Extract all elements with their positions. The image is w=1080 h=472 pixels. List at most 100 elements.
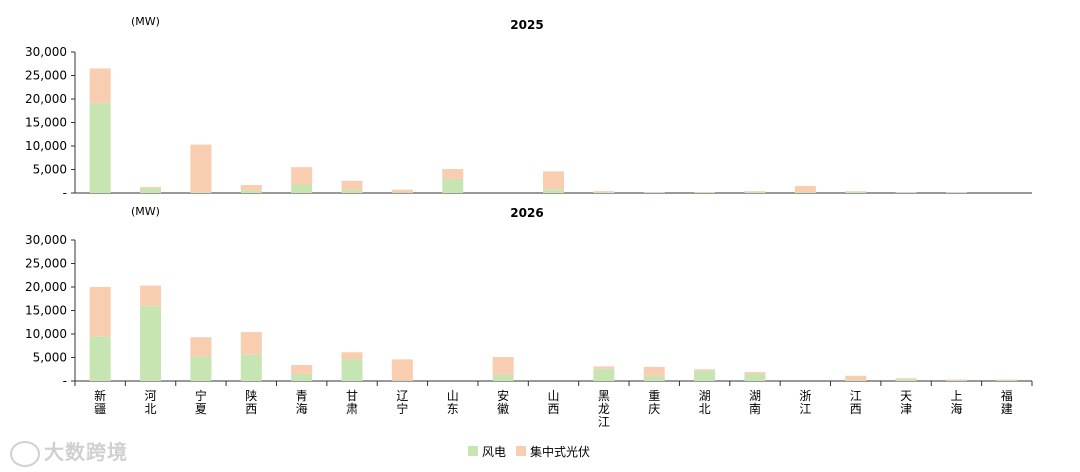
watermark: 大数跨境 [10,436,128,467]
x-tick-label: 浙江 [799,389,811,416]
bar-solar-7 [442,169,464,179]
chart-title: 2025 [510,18,543,32]
y-tick-label: 25,000 [25,69,67,83]
y-tick-label: 20,000 [25,92,67,106]
x-tick-label: 安徽 [497,388,509,416]
bar-wind-0 [89,336,111,381]
bar-wind-3 [240,354,262,381]
bar-wind-5 [341,189,363,193]
bar-solar-8 [492,357,514,375]
bar-wind-7 [442,178,464,193]
bar-wind-4 [291,184,313,193]
x-tick-label: 青海 [296,389,308,416]
bar-solar-10 [593,191,615,193]
bar-solar-4 [291,167,313,185]
y-tick-label: 25,000 [25,257,67,271]
bar-solar-16 [895,378,917,380]
chart-panel-2025: 2025 (MW) - 5,000 10,000 15,000 20,000 25,000 30… [25,15,1032,200]
bar-wind-9 [543,189,564,193]
bar-wind-16 [895,379,917,381]
bar-solar-14 [794,185,816,193]
bar-solar-15 [845,375,867,381]
bar-wind-13 [744,191,766,193]
bar-wind-8 [492,374,514,381]
y-tick-label: 10,000 [25,139,67,153]
legend-label-solar: 集中式光伏 [530,444,590,459]
bar-wind-10 [593,368,615,381]
bar-wind-2 [190,356,212,381]
bar-solar-18 [996,379,1018,381]
x-tick-label: 重庆 [648,389,660,416]
y-tick-label: 15,000 [25,116,67,130]
legend-swatch-solar [516,446,526,456]
x-tick-label: 山东 [447,389,459,416]
x-tick-label: 新疆 [94,388,106,416]
y-tick-label: 15,000 [25,304,67,318]
bar-solar-17 [945,379,967,381]
x-tick-label: 上海 [950,389,962,416]
bar-solar-1 [140,186,162,188]
bar-solar-1 [140,285,162,306]
bar-solar-5 [341,180,363,190]
bar-wind-3 [240,190,262,193]
bar-wind-1 [140,305,162,381]
y-tick-label: 30,000 [25,233,67,247]
x-tick-label: 江西 [850,389,862,416]
x-tick-label: 河北 [145,389,157,416]
x-tick-label: 天津 [900,389,912,416]
bar-solar-13 [744,372,766,374]
bar-solar-10 [593,366,615,369]
bar-solar-3 [240,332,262,355]
x-tick-label: 湖北 [699,388,711,416]
y-tick-label: 10,000 [25,327,67,341]
x-tick-label: 陕西 [245,388,257,416]
unit-label: (MW) [131,205,160,218]
x-tick-label: 宁夏 [195,388,207,416]
bar-solar-11 [643,366,665,376]
bar-wind-12 [694,370,716,381]
y-tick-label: 5,000 [33,163,67,177]
bar-solar-0 [89,68,111,103]
legend-swatch-wind [468,446,478,456]
bar-solar-0 [89,287,111,337]
bar-solar-9 [543,171,564,190]
watermark-logo-icon [10,440,40,467]
bar-wind-1 [140,187,162,193]
bar-wind-11 [643,375,665,381]
x-tick-label: 黑龙江 [598,389,610,429]
bar-solar-4 [291,365,313,374]
y-tick-label: - [63,186,67,200]
y-tick-label: - [63,374,67,388]
x-tick-label: 甘肃 [346,389,358,416]
y-tick-label: 5,000 [33,351,67,365]
unit-label: (MW) [131,15,160,28]
legend-label-wind: 风电 [482,445,506,459]
legend: 风电 集中式光伏 [468,444,590,459]
bar-solar-2 [190,337,212,357]
bar-solar-3 [240,185,262,191]
bar-wind-5 [341,359,363,381]
watermark-text: 大数跨境 [44,440,128,464]
bar-wind-10 [593,192,615,193]
bar-wind-4 [291,373,313,381]
bar-wind-0 [89,102,111,193]
bar-wind-14 [794,192,816,193]
bar-solar-5 [341,352,363,360]
bar-wind-2 [190,192,212,193]
y-tick-label: 30,000 [25,45,67,59]
bar-solar-12 [694,369,716,371]
x-tick-label: 福建 [1001,388,1013,416]
bar-solar-6 [391,189,413,193]
bar-solar-2 [190,144,212,193]
chart-title: 2026 [510,206,543,220]
bar-wind-13 [744,373,766,381]
bar-solar-6 [391,359,413,381]
bar-wind-15 [845,191,867,193]
x-tick-label: 山西 [547,389,559,416]
chart-panel-2026: 2026 (MW) - 5,000 10,000 15,000 20,000 25,000 30… [25,205,1033,429]
bar-wind-15 [845,380,867,381]
y-tick-label: 20,000 [25,280,67,294]
x-tick-label: 辽宁 [396,389,408,416]
x-tick-label: 湖南 [749,388,761,416]
